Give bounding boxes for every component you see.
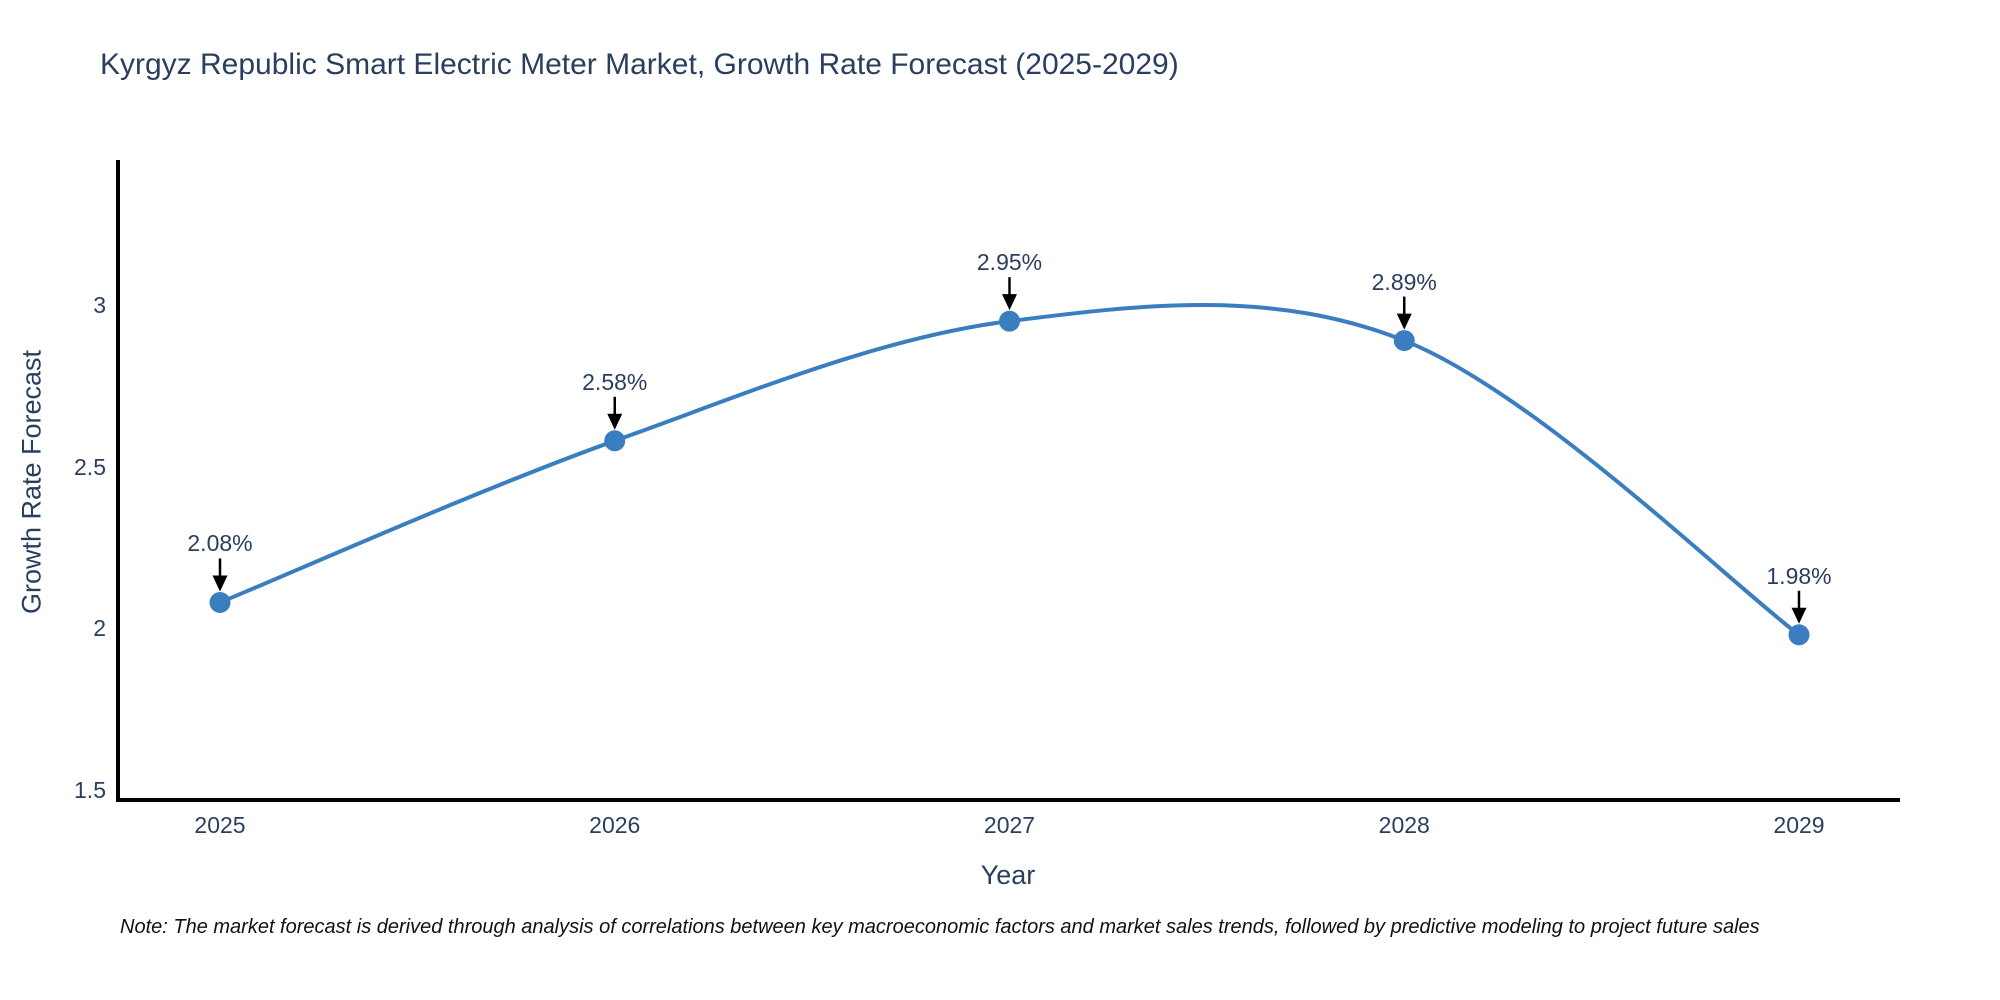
x-tick-label: 2026	[589, 812, 641, 838]
point-annotation-label: 2.89%	[1371, 268, 1437, 295]
chart-title: Kyrgyz Republic Smart Electric Meter Mar…	[100, 48, 1179, 81]
data-point-markers	[209, 310, 1810, 646]
annotation-arrowhead	[1396, 313, 1412, 330]
annotation-arrows	[212, 277, 1807, 624]
point-annotation-label: 2.08%	[187, 530, 253, 557]
data-point-marker	[209, 591, 231, 613]
point-annotation-label: 2.58%	[582, 368, 648, 395]
y-axis-title: Growth Rate Forecast	[16, 349, 47, 615]
y-tick-label: 2.5	[74, 453, 106, 480]
footnote: Note: The market forecast is derived thr…	[120, 916, 1760, 938]
x-tick-label: 2025	[194, 812, 246, 838]
series-line	[218, 303, 1801, 637]
annotation-arrowhead	[212, 575, 228, 592]
x-axis-title: Year	[980, 860, 1036, 890]
x-tick-label: 2029	[1773, 812, 1825, 838]
data-point-marker	[1393, 330, 1415, 352]
y-tick-label: 1.5	[74, 777, 106, 803]
point-annotation-label: 1.98%	[1766, 562, 1832, 589]
x-tick-label: 2028	[1378, 812, 1430, 838]
annotation-arrowhead	[1791, 607, 1807, 624]
data-point-marker	[1788, 624, 1810, 646]
y-tick-label: 2	[93, 615, 106, 642]
point-annotation-label: 2.95%	[976, 249, 1043, 276]
annotation-arrowhead	[607, 413, 623, 430]
data-point-marker	[999, 310, 1020, 332]
x-tick-label: 2027	[983, 812, 1036, 838]
annotation-arrowhead	[1002, 294, 1017, 311]
data-point-marker	[604, 430, 626, 452]
y-tick-label: 3	[93, 292, 106, 318]
